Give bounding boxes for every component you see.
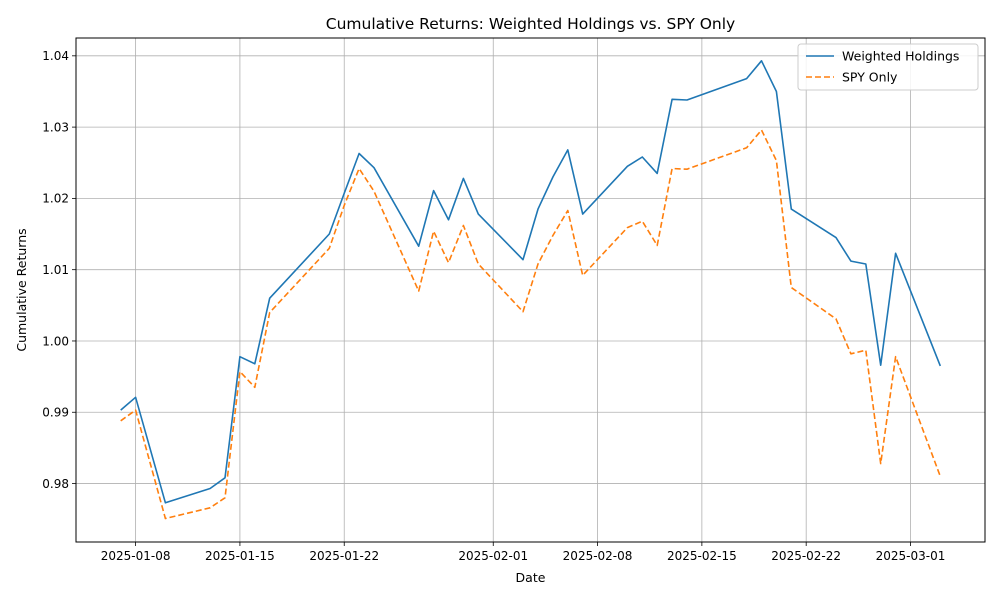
x-axis-label: Date <box>516 570 546 585</box>
series-lines <box>120 59 942 520</box>
y-tick-label: 1.02 <box>42 192 69 206</box>
legend-box <box>797 43 979 91</box>
x-tick-label: 2025-01-08 <box>101 549 171 563</box>
legend-label-weighted: Weighted Holdings <box>842 49 959 64</box>
y-tick-label: 1.01 <box>42 263 69 277</box>
y-axis-ticks: 0.98 0.99 1.00 1.01 1.02 1.03 1.04 <box>42 49 76 491</box>
x-tick-label: 2025-01-15 <box>205 549 275 563</box>
x-tick-label: 2025-02-01 <box>458 549 528 563</box>
legend-label-spy: SPY Only <box>842 70 898 85</box>
x-tick-label: 2025-02-22 <box>771 549 841 563</box>
series-line-spy-only <box>120 129 942 520</box>
y-axis-label: Cumulative Returns <box>14 228 29 351</box>
series-line-weighted-holdings <box>120 59 942 504</box>
chart-title: Cumulative Returns: Weighted Holdings vs… <box>326 15 735 33</box>
plot-frame <box>75 37 986 543</box>
x-axis-ticks: 2025-01-08 2025-01-15 2025-01-22 2025-02-01… <box>101 542 946 563</box>
x-tick-label: 2025-02-15 <box>667 549 737 563</box>
y-tick-label: 1.00 <box>42 334 69 348</box>
y-tick-label: 0.99 <box>42 406 69 420</box>
grid <box>76 38 985 542</box>
legend: Weighted Holdings SPY Only <box>797 43 979 91</box>
x-tick-label: 2025-03-01 <box>876 549 946 563</box>
y-tick-label: 0.98 <box>42 477 69 491</box>
x-tick-label: 2025-01-22 <box>309 549 379 563</box>
y-tick-label: 1.03 <box>42 120 69 134</box>
x-tick-label: 2025-02-08 <box>563 549 633 563</box>
y-tick-label: 1.04 <box>42 49 69 63</box>
